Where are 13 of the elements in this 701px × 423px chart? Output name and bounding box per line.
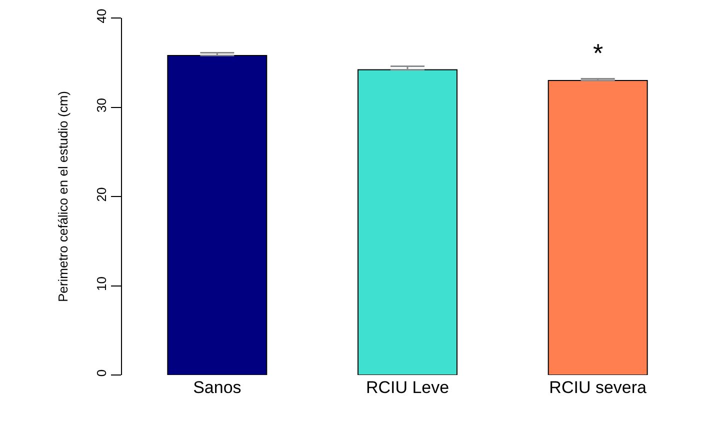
x-tick-label: RCIU Leve bbox=[366, 378, 450, 397]
x-tick-label: Sanos bbox=[193, 378, 242, 397]
y-tick-label: 0 bbox=[94, 369, 109, 377]
x-tick-label: RCIU severa bbox=[549, 378, 648, 397]
bar bbox=[358, 69, 458, 375]
y-tick-label: 30 bbox=[94, 98, 109, 113]
y-tick-label: 10 bbox=[94, 276, 109, 292]
y-tick-label: 20 bbox=[94, 187, 109, 202]
annotation: * bbox=[593, 38, 604, 68]
y-axis-title: Perimetro cefálico en el estudio (cm) bbox=[56, 91, 71, 302]
bar bbox=[548, 80, 648, 375]
y-tick-label: 40 bbox=[94, 8, 109, 24]
bar bbox=[167, 54, 268, 375]
